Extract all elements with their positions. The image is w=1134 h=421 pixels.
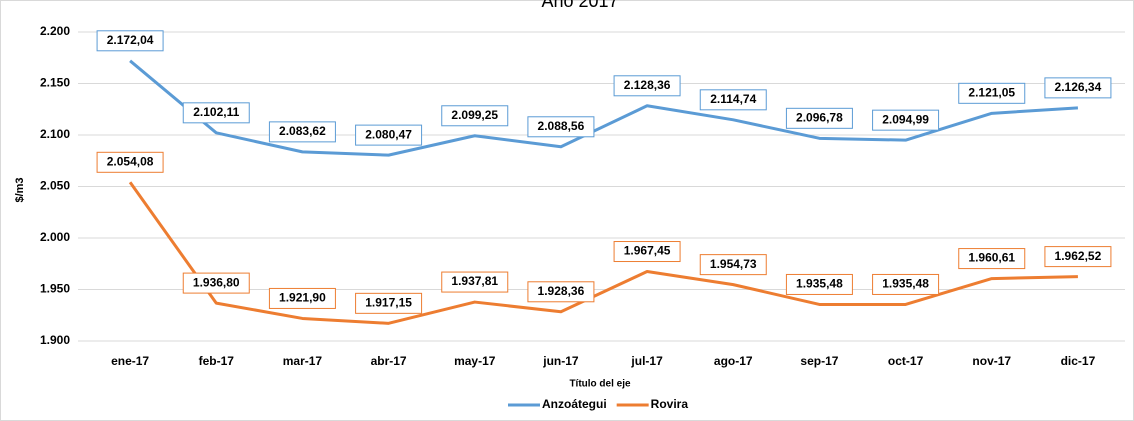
data-label-box (355, 124, 423, 146)
x-tick-label: mar-17 (283, 354, 323, 368)
x-tick-label: ene-17 (111, 354, 149, 368)
data-label-box (527, 281, 595, 303)
chart-title: Año 2017 (541, 0, 618, 11)
data-label: 1.967,45 (624, 244, 671, 258)
y-tick-label: 1.950 (40, 282, 70, 296)
data-label: 2.099,25 (451, 108, 498, 122)
series-line (128, 181, 1078, 325)
data-label-box (785, 273, 853, 295)
data-label: 2.094,99 (882, 112, 929, 126)
x-tick-label: dic-17 (1061, 354, 1096, 368)
x-tick-label: jul-17 (630, 354, 663, 368)
data-label: 2.096,78 (796, 110, 843, 124)
data-label-box (355, 292, 423, 314)
y-axis-title: $/m3 (14, 177, 26, 202)
data-label: 2.102,11 (193, 105, 239, 119)
data-label-box (268, 121, 336, 143)
data-label-box (182, 272, 250, 294)
data-label-box (613, 241, 681, 263)
data-label: 1.937,81 (451, 274, 498, 288)
data-label: 2.083,62 (279, 124, 326, 138)
y-tick-label: 1.900 (40, 333, 70, 347)
data-label: 2.128,36 (624, 78, 671, 92)
legend-label: Rovira (651, 397, 689, 411)
data-label: 2.080,47 (365, 127, 412, 141)
x-tick-label: abr-17 (371, 354, 407, 368)
x-tick-label: feb-17 (199, 354, 235, 368)
data-label-box (699, 254, 767, 276)
data-label: 1.962,52 (1055, 249, 1102, 263)
legend-label: Anzoátegui (542, 397, 607, 411)
y-tick-label: 2.000 (40, 230, 70, 244)
x-axis-title: Título del eje (569, 379, 631, 390)
data-label-box (1044, 246, 1112, 268)
data-label-box (958, 82, 1026, 104)
data-label: 1.921,90 (279, 291, 326, 305)
data-label-box (872, 273, 940, 295)
data-label: 1.936,80 (193, 275, 240, 289)
x-tick-label: ago-17 (714, 354, 753, 368)
x-tick-label: oct-17 (888, 354, 924, 368)
series-line (129, 59, 1079, 157)
data-label-box (958, 248, 1026, 270)
data-label-box (182, 102, 250, 124)
y-tick-label: 2.150 (40, 76, 70, 90)
y-tick-label: 2.100 (40, 127, 70, 141)
data-label: 1.935,48 (796, 277, 843, 291)
y-tick-label: 2.050 (40, 179, 70, 193)
data-label: 2.172,04 (107, 33, 154, 47)
x-tick-label: sep-17 (800, 354, 838, 368)
data-label: 1.928,36 (538, 284, 585, 298)
data-label: 2.054,08 (107, 154, 154, 168)
data-label-box (96, 151, 164, 173)
data-label: 2.088,56 (538, 119, 585, 133)
x-tick-label: nov-17 (972, 354, 1011, 368)
y-tick-label: 2.200 (40, 24, 70, 38)
data-label: 1.954,73 (710, 257, 757, 271)
data-label: 1.917,15 (365, 296, 412, 310)
x-tick-label: may-17 (454, 354, 496, 368)
data-label-box (96, 30, 164, 52)
data-label-box (268, 287, 336, 309)
data-label: 1.960,61 (968, 251, 1015, 265)
data-label-box (785, 107, 853, 129)
x-tick-label: jun-17 (542, 354, 579, 368)
data-label-box (441, 271, 509, 293)
data-label-box (1044, 77, 1112, 99)
data-label-box (527, 116, 595, 138)
data-label-box (613, 75, 681, 97)
data-label-box (872, 109, 940, 131)
data-label-box (441, 105, 509, 127)
data-label: 2.114,74 (710, 92, 756, 106)
data-label: 2.121,05 (968, 85, 1015, 99)
data-label-box (699, 89, 767, 111)
data-label: 1.935,48 (882, 277, 929, 291)
data-label: 2.126,34 (1055, 80, 1102, 94)
